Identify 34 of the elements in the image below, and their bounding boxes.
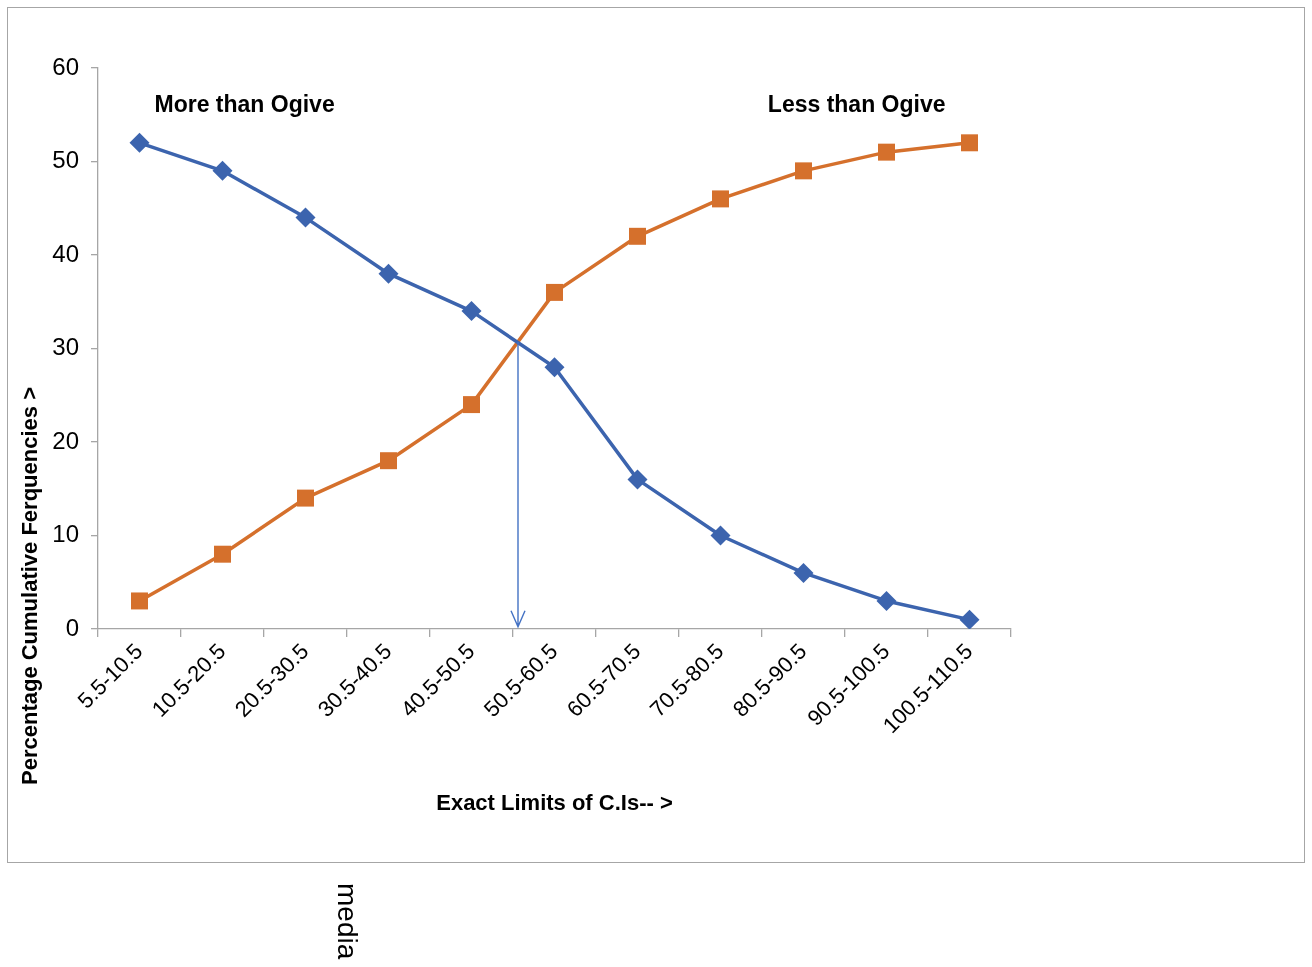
series-label: More than Ogive [154, 91, 335, 118]
point [546, 283, 563, 301]
series-label: Less than Ogive [767, 91, 946, 118]
point [878, 143, 895, 161]
point [959, 609, 980, 629]
point [378, 263, 399, 284]
y-tick-label: 10 [52, 520, 79, 548]
y-tick-label: 40 [52, 239, 79, 267]
y-tick-label: 30 [52, 333, 79, 361]
point [795, 162, 812, 180]
y-tick-label: 50 [52, 146, 79, 174]
point [627, 469, 648, 490]
point [212, 160, 233, 181]
point [131, 592, 148, 610]
point [793, 562, 814, 583]
point [214, 545, 231, 563]
y-axis-title: Percentage Cumulative Ferquencies > [17, 387, 43, 785]
y-tick-label: 0 [65, 613, 79, 641]
point [297, 489, 314, 507]
point [629, 227, 646, 245]
y-tick-label: 60 [52, 52, 79, 80]
point [295, 207, 316, 228]
point [463, 396, 480, 414]
point [129, 132, 150, 153]
point [544, 357, 565, 378]
point [710, 525, 731, 546]
point [961, 134, 978, 152]
point [876, 590, 897, 611]
y-tick-label: 20 [52, 426, 79, 454]
point [712, 190, 729, 208]
point [461, 301, 482, 322]
x-axis-title: Exact Limits of C.Is-- > [436, 790, 673, 816]
text: media [332, 883, 363, 960]
point [380, 452, 397, 470]
